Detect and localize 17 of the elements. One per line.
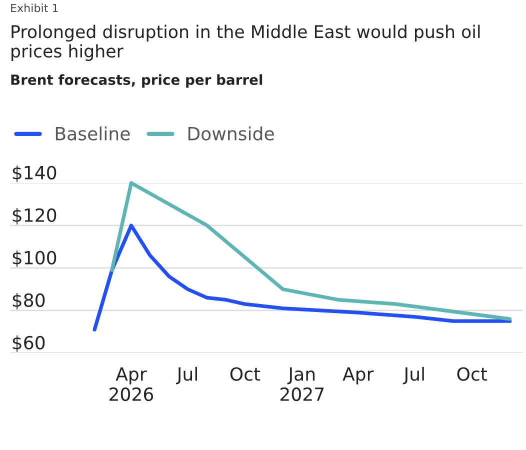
x-tick-label: Oct xyxy=(457,367,488,381)
y-tick-label: $100 xyxy=(12,250,56,267)
chart-subtitle: Brent forecasts, price per barrel xyxy=(11,74,262,88)
x-tick-label: Oct xyxy=(230,367,260,381)
y-tick-label: $80 xyxy=(12,293,45,310)
x-tick-label: Apr xyxy=(342,367,374,384)
text: Exhibit 1 xyxy=(11,4,58,12)
legend-label: Baseline xyxy=(56,126,130,140)
legend-label: Downside xyxy=(188,126,274,140)
x-tick-label: Apr 2026 xyxy=(110,367,154,402)
y-tick-label: $140 xyxy=(12,165,56,182)
y-tick-label: $120 xyxy=(12,208,56,224)
x-tick-label: Jul xyxy=(402,366,424,384)
y-tick-label: $60 xyxy=(12,336,45,352)
x-tick-label: Jan 2027 xyxy=(280,367,324,402)
chart-title: Prolonged disruption in the Middle East would push oil prices higher xyxy=(12,24,480,61)
x-tick-label: Jul xyxy=(176,366,197,384)
